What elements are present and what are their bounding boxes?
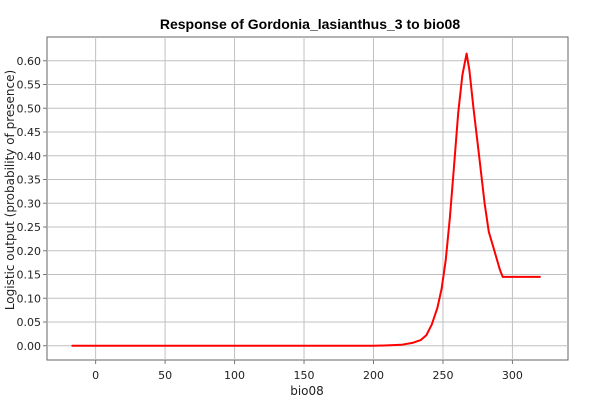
y-tick-label: 0.30 (17, 197, 42, 210)
tick-layer: 0 50 100 150 200 250 300 0.00 0.05 0.10 0.15 0.20 0.… (17, 55, 523, 382)
data-point (511, 276, 514, 278)
y-tick-label: 0.45 (17, 126, 42, 139)
y-tick-label: 0.55 (17, 79, 42, 92)
data-point (440, 287, 443, 290)
data-point (493, 249, 496, 252)
data-point (478, 154, 480, 157)
data-point (444, 259, 447, 262)
chart-title: Response of Gordonia_lasianthus_3 to bio… (160, 16, 460, 32)
data-point (465, 52, 468, 55)
data-point (453, 164, 455, 167)
y-axis-label: Logistic output (probability of presence… (3, 70, 17, 310)
data-point (71, 344, 73, 347)
data-point (164, 344, 166, 347)
y-tick-label: 0.35 (17, 174, 42, 187)
x-tick-label: 200 (363, 369, 384, 382)
data-point (499, 268, 501, 271)
x-tick-label: 250 (432, 369, 453, 382)
data-point (389, 344, 391, 347)
data-point (525, 276, 528, 278)
x-tick-label: 150 (294, 369, 315, 382)
data-point (468, 69, 471, 72)
data-point (400, 344, 403, 346)
y-tick-label: 0.20 (17, 245, 42, 258)
data-point (419, 339, 422, 341)
x-tick-label: 50 (158, 369, 172, 382)
y-tick-label: 0.25 (17, 221, 42, 234)
plot-area (46, 36, 569, 361)
y-tick-label: 0.15 (17, 269, 42, 282)
data-point (488, 230, 490, 233)
data-point (233, 344, 236, 347)
y-tick-label: 0.05 (17, 316, 42, 329)
y-tick-label: 0.40 (17, 150, 42, 163)
data-point (94, 344, 97, 347)
data-point (472, 107, 475, 110)
data-point (461, 74, 464, 76)
data-point (372, 344, 375, 347)
grid (47, 37, 568, 360)
y-tick-label: 0.00 (17, 340, 42, 353)
y-tick-label: 0.50 (17, 102, 42, 115)
x-tick-label: 300 (502, 369, 523, 382)
y-tick-label: 0.60 (17, 55, 42, 68)
data-point (449, 216, 451, 219)
data-point (501, 276, 504, 278)
data-point (539, 276, 542, 278)
data-point (483, 202, 486, 205)
x-tick-label: 100 (224, 369, 245, 382)
data-point (431, 323, 433, 326)
series-layer (71, 52, 542, 347)
data-point (457, 112, 460, 114)
data-point (425, 334, 428, 337)
data-point (411, 342, 414, 344)
data-point (436, 306, 439, 309)
data-point (303, 344, 305, 347)
y-tick-label: 0.10 (17, 292, 42, 305)
x-tick-label: 0 (92, 369, 99, 382)
x-axis-label: bio08 (290, 384, 324, 398)
